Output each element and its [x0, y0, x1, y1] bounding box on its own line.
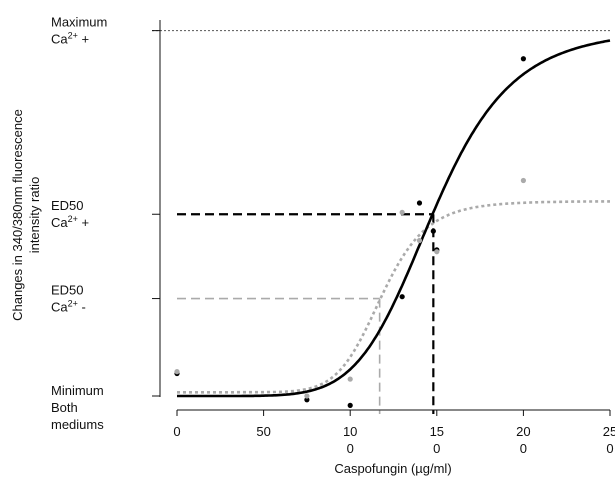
data-point	[347, 402, 353, 408]
data-points	[174, 56, 527, 408]
x-tick-label: 10 0	[343, 424, 357, 456]
x-ticks: 0 50 10 0 15 0 20 0 25 0	[173, 410, 615, 456]
data-point	[520, 56, 527, 62]
y-level-label: Minimum Both mediums	[51, 383, 104, 432]
data-point	[347, 376, 353, 382]
guide-lines	[152, 30, 610, 414]
y-axis-title: Changes in 340/380nm fluorescence intensi…	[10, 109, 42, 321]
data-point	[399, 294, 405, 300]
data-point	[416, 237, 423, 244]
y-level-labels: Minimum Both mediums ED50 Ca2+ - ED50 Ca2+ + Ma…	[51, 15, 160, 432]
data-point	[434, 249, 440, 255]
data-point	[304, 393, 310, 399]
data-point	[416, 200, 423, 206]
x-axis-title: Caspofungin (µg/ml)	[334, 461, 451, 476]
x-tick-label: 20 0	[516, 424, 530, 456]
x-tick-label: 25 0	[603, 424, 615, 456]
data-point	[430, 228, 436, 234]
fitted-curves	[177, 39, 611, 398]
data-point	[174, 369, 180, 375]
data-point	[520, 177, 527, 184]
x-tick-label: 0	[173, 424, 180, 439]
y-level-label: ED50 Ca2+ +	[51, 198, 89, 230]
data-point	[399, 209, 405, 215]
x-tick-label: 15 0	[430, 424, 444, 456]
fitted-curve-dotted	[177, 200, 610, 394]
y-level-label: ED50 Ca2+ -	[51, 283, 86, 315]
axes	[159, 20, 610, 411]
fitted-curve-solid	[177, 39, 611, 398]
data-point	[304, 397, 310, 403]
x-tick-label: 50	[256, 424, 270, 439]
y-level-label: Maximum Ca2+ +	[51, 15, 107, 47]
